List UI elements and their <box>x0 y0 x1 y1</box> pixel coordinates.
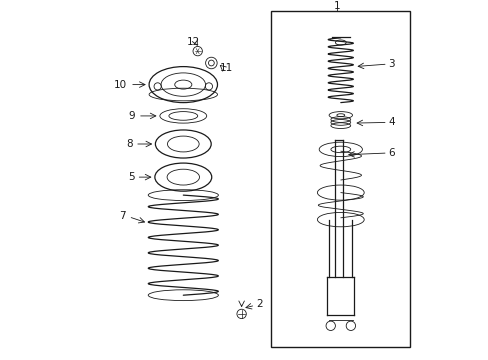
Bar <box>271 11 409 347</box>
Text: 10: 10 <box>114 80 126 90</box>
Text: 2: 2 <box>256 299 263 309</box>
Text: 3: 3 <box>387 59 394 69</box>
Text: 6: 6 <box>387 148 394 158</box>
Text: 5: 5 <box>127 172 134 182</box>
Text: 1: 1 <box>333 1 340 11</box>
Text: 12: 12 <box>186 37 200 48</box>
Text: 11: 11 <box>220 63 233 73</box>
Text: 9: 9 <box>129 111 135 121</box>
Text: 4: 4 <box>387 117 394 127</box>
Text: 7: 7 <box>119 211 125 221</box>
Text: 8: 8 <box>126 139 132 149</box>
